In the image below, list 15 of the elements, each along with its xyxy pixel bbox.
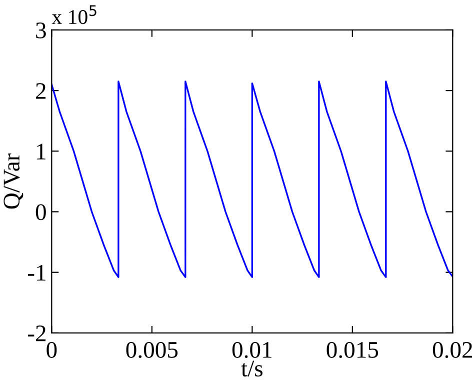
x-tick-label: 0.01 <box>232 342 272 358</box>
text: x 10$^{5}$ <box>52 5 96 24</box>
x-tick-label: 0.02 <box>432 342 472 358</box>
y-tick-label: 2 <box>36 83 46 99</box>
y-tick-label: 1 <box>37 144 46 160</box>
x-axis-title: t/s <box>241 360 262 377</box>
y-tick-label: -1 <box>28 264 46 281</box>
x-tick-label: 0.005 <box>126 342 178 358</box>
y-axis-title: Q/Var <box>4 153 24 209</box>
y-tick-label: 3 <box>36 22 46 38</box>
y-tick-label: 0 <box>36 204 46 220</box>
x-tick-label: 0.015 <box>326 342 378 358</box>
y-tick-label: -2 <box>28 325 46 342</box>
line-series <box>52 80 453 278</box>
x-tick-label: 0 <box>46 342 57 358</box>
